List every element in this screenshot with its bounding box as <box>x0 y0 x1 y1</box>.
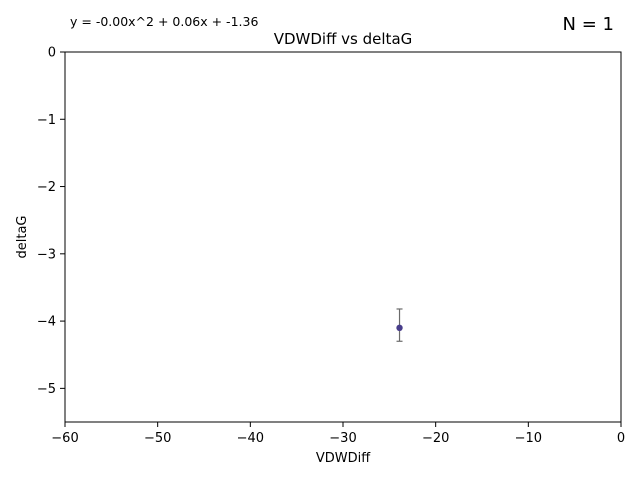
x-tick-label: −50 <box>144 431 171 446</box>
x-tick-label: −10 <box>515 431 542 446</box>
y-axis: 0 −1 −2 −3 −4 −5 <box>37 46 65 397</box>
y-tick-label: −5 <box>37 382 56 397</box>
fit-equation: y = -0.00x^2 + 0.06x + -1.36 <box>70 14 258 29</box>
x-tick-label: −20 <box>422 431 449 446</box>
y-tick-label: −3 <box>37 247 56 262</box>
x-axis-label: VDWDiff <box>316 451 371 466</box>
x-tick-label: −60 <box>51 431 78 446</box>
x-tick-label: −40 <box>237 431 264 446</box>
y-tick-label: −1 <box>37 113 56 128</box>
x-tick-label: −30 <box>329 431 356 446</box>
sample-count: N = 1 <box>563 14 614 35</box>
y-tick-label: −2 <box>37 180 56 195</box>
y-axis-label: deltaG <box>15 216 30 259</box>
data-point <box>396 324 403 332</box>
plot-frame <box>64 51 622 423</box>
y-tick-label: 0 <box>48 46 56 61</box>
y-tick-label: −4 <box>37 315 56 330</box>
data-points <box>396 308 403 342</box>
chart-title: VDWDiff vs deltaG <box>274 30 413 48</box>
x-axis: −60 −50 −40 −30 −20 −10 0 <box>51 422 625 446</box>
x-tick-label: 0 <box>617 431 625 446</box>
